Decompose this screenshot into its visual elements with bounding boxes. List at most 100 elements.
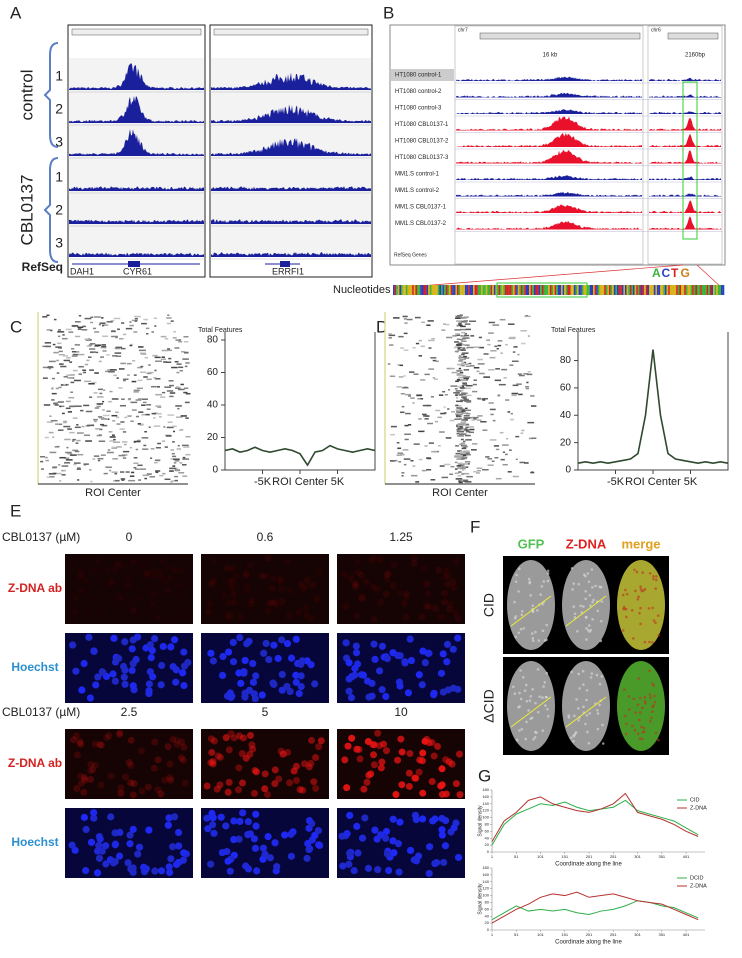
coverage-track	[456, 150, 642, 164]
heatmap-dot	[155, 393, 162, 396]
nucleotide	[506, 285, 509, 295]
track-name: HT1080 CBL0137-2	[395, 139, 449, 145]
zdna-nucleus	[210, 577, 218, 585]
zdna-nucleus	[273, 601, 281, 609]
hoechst-nucleus	[292, 635, 300, 643]
nucleotide	[396, 285, 398, 295]
nucleus-image	[507, 560, 555, 650]
coverage-track	[649, 150, 721, 164]
hoechst-nucleus	[439, 650, 447, 658]
heatmap-dot	[57, 331, 65, 333]
hoechst-nucleus	[271, 839, 279, 847]
hoechst-nucleus	[394, 651, 402, 660]
speckle	[596, 708, 599, 712]
hoechst-nucleus	[418, 681, 426, 689]
heatmap-dot	[426, 404, 432, 407]
nucleotide	[685, 285, 688, 295]
heatmap-dot	[396, 386, 403, 388]
heatmap-dot	[473, 366, 480, 369]
speckle	[537, 639, 541, 642]
heatmap-dot	[59, 405, 62, 408]
speckle	[513, 692, 517, 695]
zdna-nucleus	[303, 576, 311, 584]
x-tick-label: 251	[610, 932, 617, 937]
zdna-nucleus	[87, 775, 95, 783]
zdna-nucleus	[364, 737, 372, 745]
heatmap-dot	[164, 446, 168, 448]
hoechst-nucleus	[407, 656, 416, 665]
heatmap-dot	[454, 461, 458, 464]
speckle	[515, 738, 519, 742]
heatmap-dot	[98, 323, 101, 326]
heatmap-dot	[119, 428, 125, 430]
zdna-nucleus	[143, 569, 151, 577]
nucleotide	[693, 285, 696, 295]
heatmap-dot	[89, 469, 92, 471]
heatmap-label: ROI Center	[85, 487, 141, 499]
y-tick-label: 160	[482, 794, 489, 799]
heatmap-dot	[125, 471, 130, 473]
hoechst-nucleus	[157, 867, 166, 875]
heatmap-dot	[185, 392, 191, 395]
hoechst-nucleus	[167, 643, 175, 651]
hoechst-nucleus	[115, 654, 123, 663]
hoechst-nucleus	[92, 681, 100, 689]
zdna-nucleus	[159, 557, 166, 564]
nucleotide	[561, 285, 563, 295]
heatmap-dot	[154, 369, 157, 372]
heatmap-dot	[62, 421, 67, 424]
heatmap-dot	[527, 421, 535, 424]
nucleotide	[719, 285, 722, 295]
nucleotide	[618, 285, 621, 295]
nucleotide	[505, 285, 507, 295]
heatmap-dot	[487, 343, 491, 346]
heatmap-dot	[180, 415, 187, 417]
heatmap-dot	[153, 461, 158, 464]
heatmap-dot	[74, 426, 81, 429]
heatmap-dot	[144, 413, 150, 416]
speckle	[654, 621, 657, 625]
heatmap-dot	[176, 371, 180, 374]
speckle	[591, 617, 594, 621]
hoechst-nucleus	[126, 831, 134, 839]
speckle	[639, 606, 642, 610]
panel-label: F	[470, 517, 480, 536]
legend-label: Z-DNA	[690, 883, 707, 889]
heatmap-dot	[115, 346, 119, 349]
heatmap-dot	[457, 427, 463, 430]
heatmap-dot	[55, 387, 59, 390]
heatmap-dot	[82, 369, 87, 372]
heatmap-dot	[456, 325, 459, 327]
hoechst-nucleus	[168, 843, 177, 851]
heatmap-dot	[141, 404, 146, 406]
heatmap-dot	[108, 431, 113, 433]
nucleotide	[647, 285, 650, 295]
zdna-nucleus	[156, 568, 164, 576]
heatmap-dot	[455, 452, 462, 455]
speckle	[587, 580, 591, 583]
heatmap-dot	[58, 353, 65, 356]
heatmap-dot	[51, 387, 54, 389]
speckle	[542, 580, 546, 583]
y-tick-label: 140	[482, 801, 489, 806]
heatmap-dot	[398, 461, 402, 463]
heatmap-dot	[458, 355, 462, 357]
nucleotide	[649, 285, 651, 295]
nucleotide	[493, 285, 496, 295]
zoom-line	[696, 264, 723, 289]
zdna-nucleus	[229, 577, 237, 585]
heatmap-dot	[446, 367, 452, 370]
zdna-nucleus	[271, 780, 279, 788]
heatmap-dot	[173, 330, 176, 333]
nucleotide	[471, 285, 474, 295]
speckle	[531, 604, 535, 607]
heatmap-dot	[399, 364, 404, 367]
x-tick-label: 1	[491, 932, 494, 937]
speckle	[520, 609, 524, 613]
nucleotide	[689, 285, 691, 295]
heatmap-dot	[174, 347, 180, 349]
speckle	[573, 714, 576, 718]
hoechst-nucleus	[364, 864, 373, 872]
heatmap-dot	[161, 391, 166, 394]
hoechst-nucleus	[207, 860, 215, 868]
